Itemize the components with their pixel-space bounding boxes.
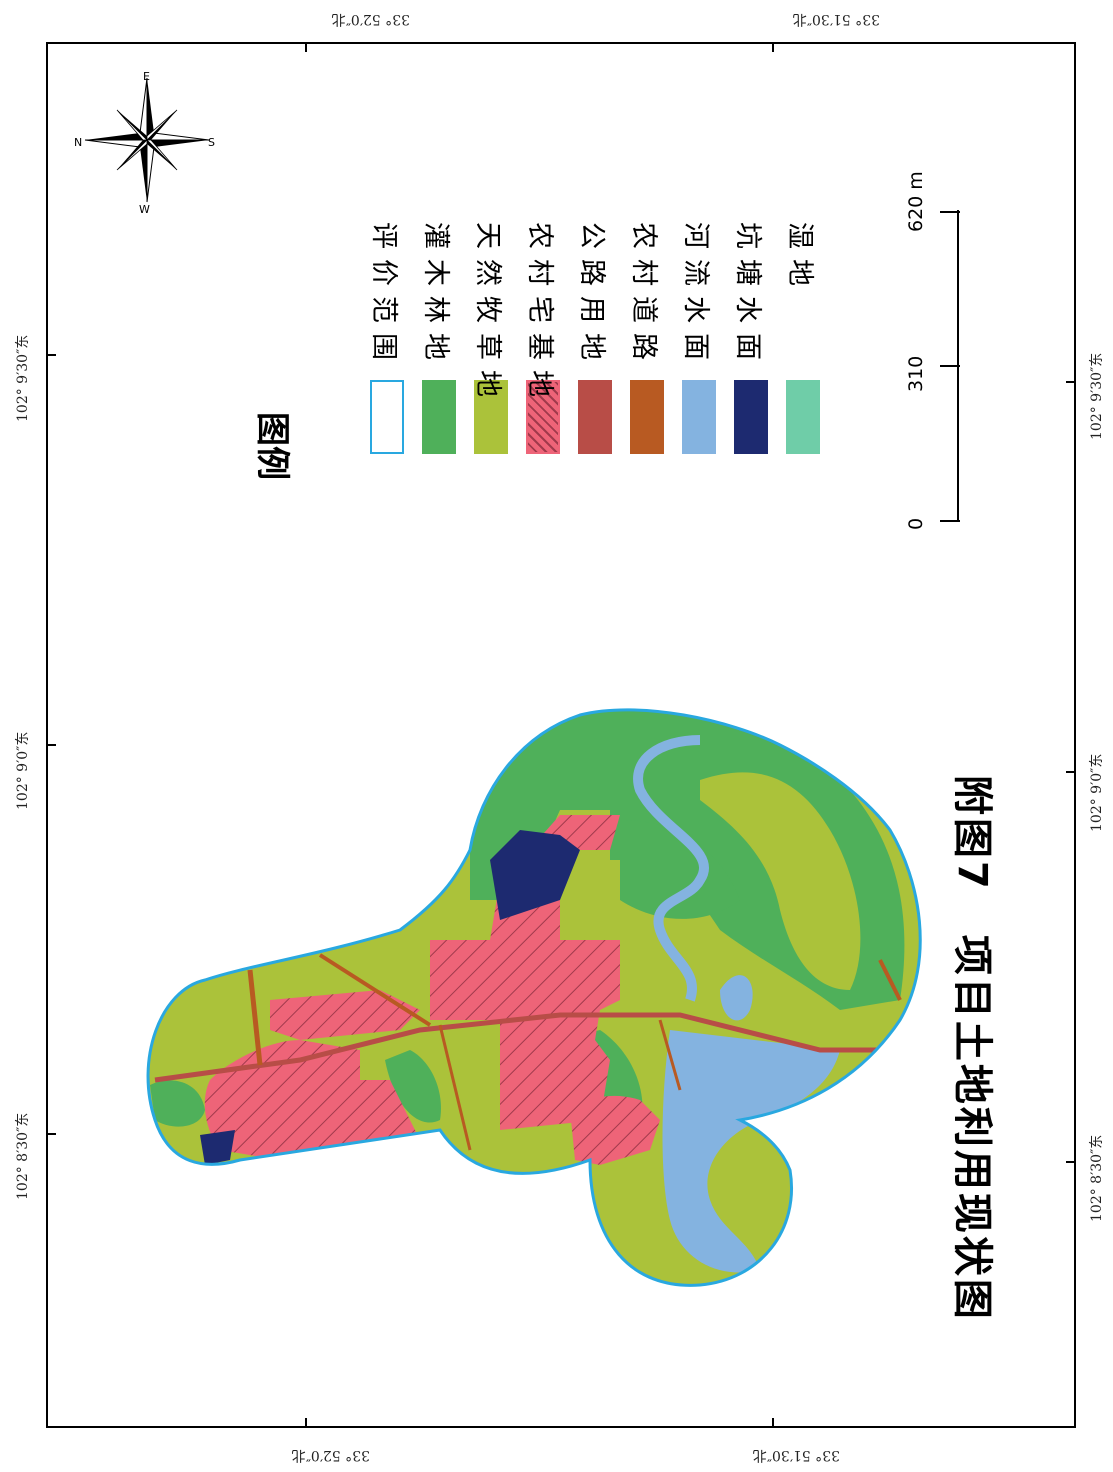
legend-label: 天然牧草地 — [472, 222, 503, 407]
legend-label: 坑塘水面 — [732, 222, 763, 370]
compass-rose-icon — [84, 77, 210, 203]
legend-swatch — [578, 380, 612, 454]
legend-swatch — [474, 380, 508, 454]
lon-left-1: 102° 9′30″东 — [15, 334, 31, 422]
compass-e: E — [143, 70, 150, 83]
legend-swatch — [786, 380, 820, 454]
compass-n: N — [74, 136, 82, 149]
compass-w: W — [139, 203, 150, 216]
legend-swatch — [734, 380, 768, 454]
lon-right-1: 102° 9′30″东 — [1089, 352, 1105, 440]
scale-label-0: 0 — [905, 517, 927, 530]
lon-left-2: 102° 9′0″东 — [15, 731, 31, 810]
map-frame — [46, 42, 1076, 1428]
compass-s: S — [208, 136, 215, 149]
legend-swatch — [370, 380, 404, 454]
scale-label-310: 310 — [905, 355, 927, 392]
legend-title: 图例 — [252, 412, 292, 480]
legend-label: 农村宅基地 — [524, 222, 555, 407]
legend-swatch — [422, 380, 456, 454]
legend-swatch — [630, 380, 664, 454]
scale-label-620: 620 m — [905, 171, 927, 232]
map-title: 附图7 项目土地利用现状图 — [949, 775, 995, 1322]
scale-bar — [940, 210, 960, 522]
lat-top-right: 33° 51′30″北 — [792, 11, 880, 27]
legend-label: 灌木林地 — [420, 222, 451, 370]
legend-label: 湿地 — [784, 222, 815, 296]
lon-right-3: 102° 8′30″东 — [1089, 1134, 1105, 1222]
legend-swatch — [682, 380, 716, 454]
legend-swatch — [526, 380, 560, 454]
legend-label: 公路用地 — [576, 222, 607, 370]
lat-bottom-left: 33° 52′0″北 — [291, 1447, 370, 1463]
legend-label: 评价范围 — [368, 222, 399, 370]
lon-left-3: 102° 8′30″东 — [15, 1112, 31, 1200]
lat-top-left: 33° 52′0″北 — [331, 11, 410, 27]
lat-bottom-right: 33° 51′30″北 — [752, 1447, 840, 1463]
legend-label: 河流水面 — [680, 222, 711, 370]
legend-label: 农村道路 — [628, 222, 659, 370]
lon-right-2: 102° 9′0″东 — [1089, 753, 1105, 832]
